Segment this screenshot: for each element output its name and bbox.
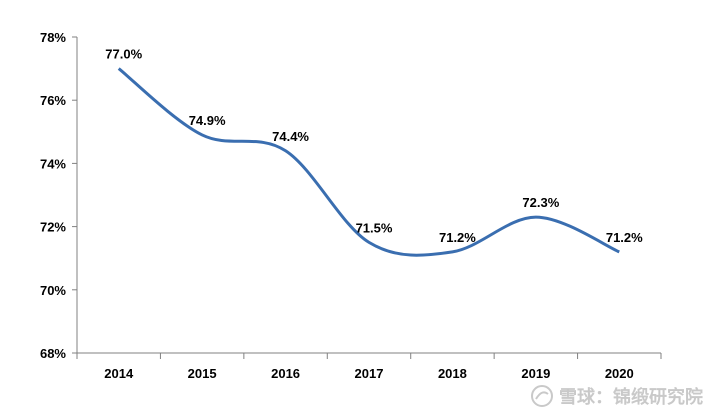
y-tick-label: 76% (40, 93, 66, 108)
y-tick-label: 74% (40, 156, 66, 171)
data-label: 74.4% (272, 129, 309, 144)
data-label: 71.5% (356, 220, 393, 235)
x-tick-label: 2015 (188, 366, 217, 381)
data-label: 77.0% (105, 47, 142, 62)
data-label: 74.9% (189, 113, 226, 128)
y-tick-label: 68% (40, 346, 66, 361)
y-tick-label: 72% (40, 220, 66, 235)
x-axis-ticks: 2014 2015 2016 2017 2018 2019 2020 (76, 353, 662, 381)
data-label: 72.3% (522, 195, 559, 210)
x-tick-label: 2019 (521, 366, 550, 381)
x-tick-label: 2020 (605, 366, 634, 381)
data-labels: 77.0% 74.9% 74.4% 71.5% 71.2% 72.3% 71.2% (105, 47, 643, 245)
data-label: 71.2% (606, 230, 643, 245)
series-line (117, 67, 620, 257)
snowball-logo-icon (531, 385, 553, 407)
y-axis-ticks: 68% 70% 72% 74% 76% 78% (40, 30, 77, 361)
watermark: 雪球：锦缎研究院 (531, 383, 703, 409)
x-tick-label: 2016 (271, 366, 300, 381)
y-tick-label: 70% (40, 283, 66, 298)
data-label: 71.2% (439, 230, 476, 245)
x-tick-label: 2017 (355, 366, 384, 381)
chart-axes (76, 37, 661, 354)
x-tick-label: 2014 (104, 366, 134, 381)
y-tick-label: 78% (40, 30, 66, 45)
watermark-text: 雪球：锦缎研究院 (559, 387, 703, 408)
x-tick-label: 2018 (438, 366, 467, 381)
